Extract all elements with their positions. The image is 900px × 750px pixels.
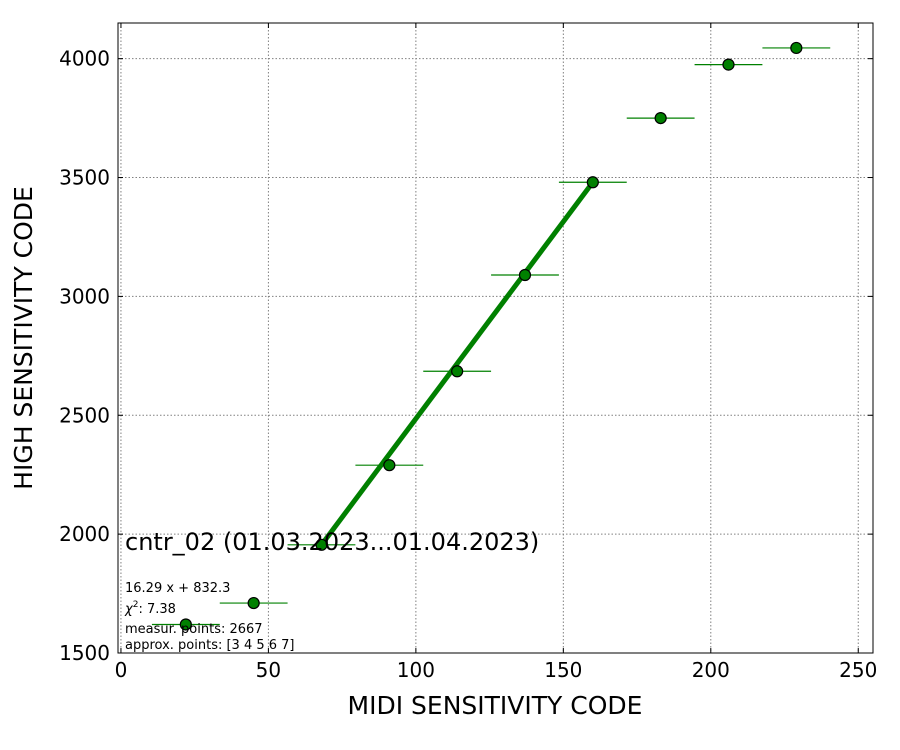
- grid-lines: [118, 23, 873, 654]
- chi-value: : 7.38: [138, 602, 175, 617]
- data-point: [722, 58, 735, 71]
- x-axis-label: MIDI SENSITIVITY CODE: [348, 691, 643, 720]
- x-tick-label: 0: [115, 658, 128, 682]
- y-tick-label: 1500: [59, 641, 110, 665]
- chi-symbol: χ: [124, 602, 134, 617]
- y-axis-label: HIGH SENSITIVITY CODE: [9, 186, 38, 490]
- data-series: [151, 41, 831, 631]
- x-tick-label: 50: [256, 658, 281, 682]
- data-point: [451, 365, 464, 378]
- y-tick-label: 2500: [59, 403, 110, 427]
- data-point: [247, 596, 260, 610]
- x-tick-label: 150: [544, 658, 582, 682]
- fit-equation: 16.29 x + 832.3: [125, 581, 230, 596]
- measur-points: measur. points: 2667: [125, 622, 263, 637]
- data-point: [315, 538, 328, 551]
- approx-points: approx. points: [3 4 5 6 7]: [125, 638, 295, 653]
- data-point: [383, 459, 396, 472]
- data-point: [179, 618, 192, 631]
- data-point: [586, 176, 599, 189]
- fit-annotations: 16.29 x + 832.3 χ2: 7.38 measur. points:…: [124, 581, 295, 653]
- chart-title: cntr_02 (01.03.2023...01.04.2023): [125, 528, 539, 556]
- data-point: [518, 268, 532, 282]
- chi-exponent: 2: [133, 600, 139, 610]
- y-tick-label: 3000: [59, 284, 110, 308]
- x-tick-label: 250: [839, 658, 877, 682]
- data-point: [654, 111, 667, 125]
- data-point: [790, 41, 803, 55]
- x-tick-label: 100: [397, 658, 435, 682]
- chi-square: χ2: 7.38: [124, 600, 176, 617]
- y-tick-label: 3500: [59, 166, 110, 190]
- y-tick-label: 4000: [59, 47, 110, 71]
- y-tick-label: 2000: [59, 522, 110, 546]
- fit-line: [319, 180, 595, 547]
- axis-ticks: 0 50 100 150 200 250 1500 2000 2500 3000 3500 4000: [59, 23, 877, 682]
- plot-frame: [117, 22, 874, 654]
- x-tick-label: 200: [692, 658, 730, 682]
